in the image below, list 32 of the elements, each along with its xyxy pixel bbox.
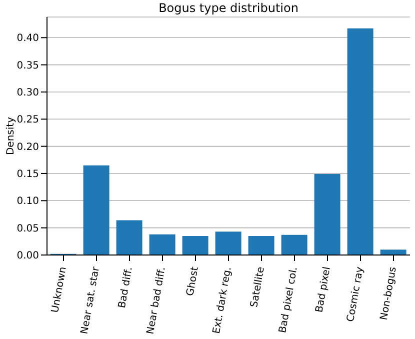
bar xyxy=(314,174,340,255)
bar xyxy=(83,165,110,255)
y-tick-label: 0.25 xyxy=(16,114,39,126)
x-tick-label: Ghost xyxy=(184,266,201,297)
y-tick-label: 0.35 xyxy=(16,60,39,72)
bar xyxy=(347,28,374,255)
x-tick-label: Unknown xyxy=(50,266,69,314)
x-tick-label: Cosmic ray xyxy=(345,266,366,323)
x-tick-label: Ext. dark reg. xyxy=(211,266,234,335)
bar xyxy=(182,236,208,255)
x-tick-label: Bad diff. xyxy=(116,266,135,310)
y-tick-label: 0.40 xyxy=(16,33,39,44)
x-tick-label: Non-bogus xyxy=(378,266,399,322)
y-tick-label: 0.30 xyxy=(16,88,39,99)
y-axis-title: Density xyxy=(6,116,16,156)
y-tick-label: 0.15 xyxy=(16,169,39,180)
y-tick-label: 0.00 xyxy=(16,250,39,262)
bar xyxy=(149,234,176,255)
x-tick-label: Near sat. star xyxy=(79,265,102,335)
x-tick-label: Near bad diff. xyxy=(145,266,168,336)
x-tick-label: Bad pixel xyxy=(314,266,333,314)
y-tick-label: 0.05 xyxy=(16,223,39,234)
y-tick-label: 0.10 xyxy=(16,196,39,208)
bar xyxy=(215,232,242,255)
bar xyxy=(281,234,308,255)
y-tick-label: 0.20 xyxy=(16,142,39,153)
x-tick-label: Bad pixel col. xyxy=(277,266,300,334)
bar xyxy=(116,220,142,255)
x-tick-label: Satellite xyxy=(248,266,267,308)
chart-title: Bogus type distribution xyxy=(158,0,300,16)
bar xyxy=(380,250,406,255)
bar xyxy=(248,236,274,255)
